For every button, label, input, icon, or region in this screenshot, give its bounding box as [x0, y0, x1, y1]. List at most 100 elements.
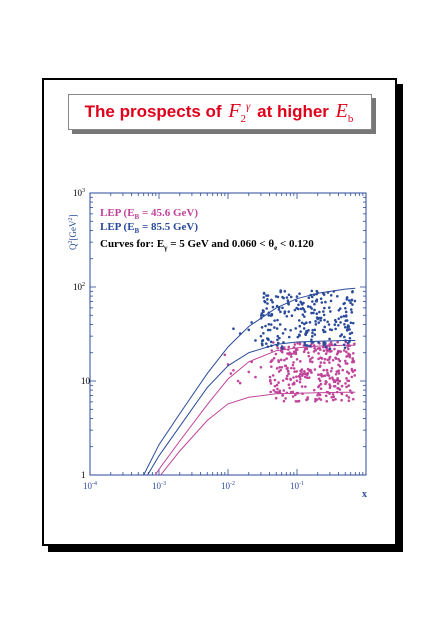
data-point — [273, 319, 276, 322]
data-point — [282, 346, 286, 349]
data-point — [341, 368, 345, 372]
data-point — [336, 340, 339, 344]
data-point — [283, 289, 287, 293]
data-point — [276, 390, 280, 394]
data-point — [344, 319, 348, 322]
data-point — [310, 343, 313, 346]
data-point — [329, 299, 333, 303]
data-point — [323, 374, 327, 377]
data-point — [269, 390, 272, 394]
data-point — [276, 334, 280, 338]
data-point — [254, 339, 257, 342]
data-point — [348, 328, 351, 331]
data-point — [270, 312, 274, 316]
data-point — [286, 366, 289, 370]
data-point — [247, 328, 251, 332]
title-middle: at higher — [257, 102, 329, 121]
data-point — [343, 323, 346, 326]
data-point — [345, 385, 348, 389]
data-point — [334, 372, 338, 376]
data-point — [313, 308, 316, 312]
data-point — [302, 350, 306, 354]
data-point — [275, 383, 279, 387]
data-point — [292, 350, 296, 353]
data-point — [274, 390, 277, 394]
data-point — [284, 397, 287, 400]
series-curve — [154, 344, 356, 475]
data-point — [273, 378, 277, 382]
data-point — [292, 376, 295, 379]
data-point — [286, 369, 290, 373]
data-point — [270, 349, 274, 352]
series-group-0 — [154, 340, 357, 475]
data-point — [336, 382, 340, 385]
data-point — [353, 374, 357, 377]
data-point — [305, 376, 309, 380]
y-axis-label: Q2[GeV2] — [68, 215, 78, 251]
x-tick-label: 10-2 — [221, 481, 235, 491]
data-point — [344, 362, 348, 365]
data-point — [271, 300, 274, 304]
data-point — [282, 399, 286, 403]
data-point — [340, 384, 344, 388]
data-point — [333, 384, 337, 388]
data-point — [318, 379, 322, 383]
data-point — [276, 387, 279, 391]
data-point — [330, 349, 333, 353]
data-point — [318, 310, 321, 314]
legend-entry: LEP (EB = 85.5 GeV) — [100, 221, 198, 235]
data-point — [338, 365, 342, 368]
data-point — [323, 361, 326, 365]
data-point — [311, 360, 314, 364]
x-tick-label: 10-1 — [290, 481, 304, 491]
data-point — [335, 379, 338, 382]
data-point — [306, 397, 309, 401]
data-point — [297, 319, 301, 322]
data-point — [307, 354, 311, 358]
data-point — [323, 357, 327, 361]
series-curve — [160, 391, 356, 475]
data-point — [323, 341, 327, 345]
data-point — [286, 299, 290, 302]
data-point — [351, 290, 354, 294]
data-point — [319, 297, 323, 301]
data-point — [319, 387, 323, 391]
data-point — [229, 372, 233, 375]
data-point — [315, 398, 319, 401]
data-point — [347, 347, 350, 351]
data-point — [287, 345, 291, 349]
data-point — [335, 352, 339, 356]
data-point — [294, 299, 298, 303]
data-point — [298, 292, 301, 296]
data-point — [298, 380, 302, 384]
data-point — [313, 346, 316, 350]
data-point — [337, 349, 340, 353]
title-function: F2γ — [228, 99, 251, 125]
data-point — [307, 296, 311, 299]
data-point — [284, 328, 287, 331]
data-point — [293, 370, 296, 373]
data-point — [311, 356, 314, 359]
data-point — [339, 321, 342, 324]
data-point — [280, 365, 284, 369]
data-point — [287, 335, 291, 339]
data-point — [344, 310, 348, 314]
data-point — [268, 328, 272, 332]
data-point — [313, 302, 316, 306]
data-point — [330, 366, 334, 370]
data-point — [285, 357, 288, 360]
data-point — [317, 385, 320, 389]
data-point — [303, 322, 306, 326]
data-point — [306, 305, 310, 308]
series-curve — [147, 340, 356, 475]
data-point — [322, 330, 326, 334]
data-point — [324, 352, 328, 356]
data-point — [337, 317, 341, 320]
data-point — [319, 382, 323, 386]
data-point — [320, 373, 323, 376]
data-point — [323, 325, 326, 329]
data-point — [262, 291, 266, 295]
data-point — [278, 389, 282, 393]
data-point — [280, 345, 284, 348]
data-point — [344, 359, 347, 363]
